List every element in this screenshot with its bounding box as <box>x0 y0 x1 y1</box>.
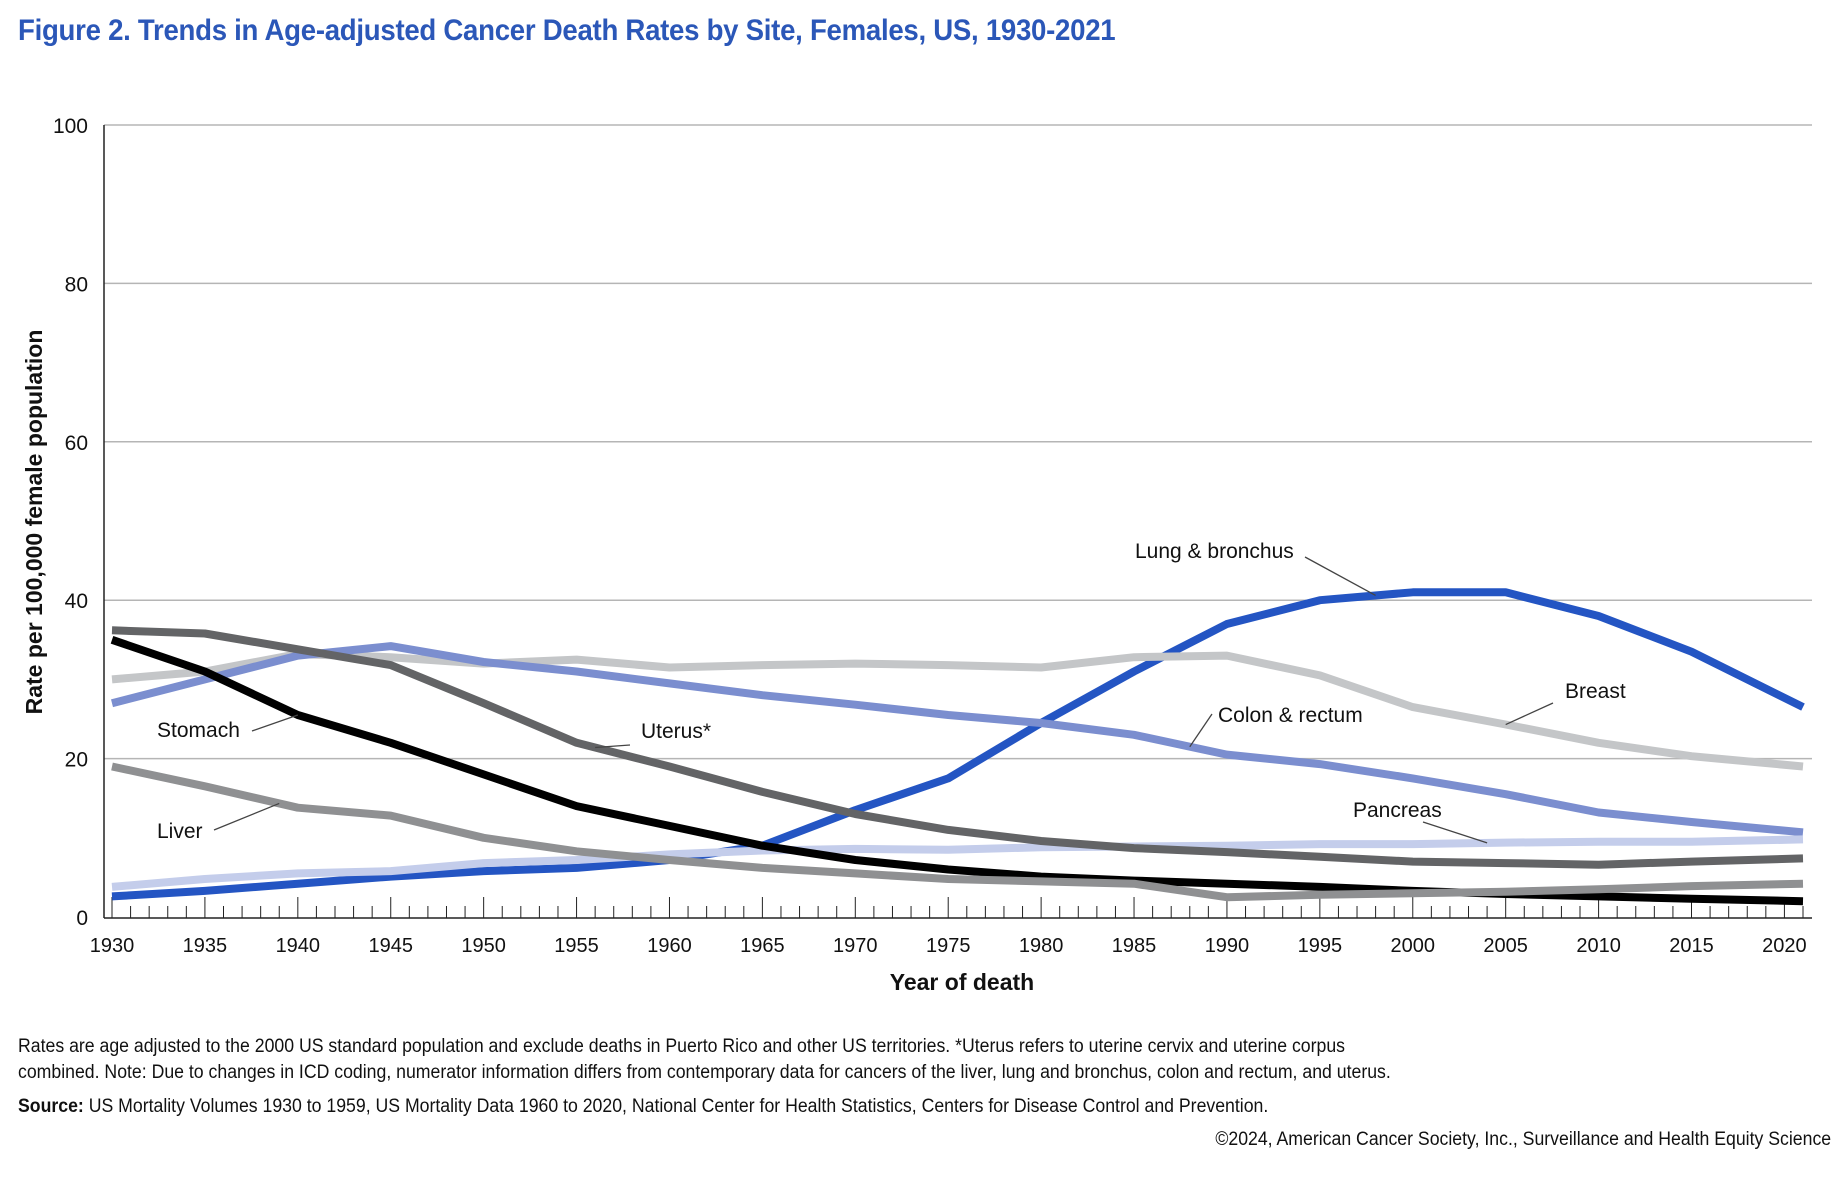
footnote-line-2: combined. Note: Due to changes in ICD co… <box>18 1062 1391 1083</box>
annotations: Lung & bronchus Breast Colon & rectum Pancr… <box>157 540 1626 844</box>
y-axis-label: Rate per 100,000 female population <box>21 330 47 715</box>
y-tick-label: 20 <box>65 749 88 772</box>
series-line-colon-rectum <box>111 642 1804 837</box>
annotation-label: Lung & bronchus <box>1135 540 1294 563</box>
x-tick-label: 1930 <box>90 935 135 957</box>
x-axis-label: Year of death <box>890 969 1034 995</box>
series-line-uterus <box>111 626 1804 869</box>
y-tick-labels: 0 20 40 60 80 100 <box>53 115 88 930</box>
y-tick-label: 40 <box>65 590 88 613</box>
y-tick-label: 60 <box>65 432 88 455</box>
gridlines <box>104 124 1812 760</box>
x-tick-label: 1965 <box>740 935 785 957</box>
annotation-label: Liver <box>157 820 203 843</box>
annotation-label: Uterus* <box>641 720 711 743</box>
y-tick-label: 100 <box>53 115 88 138</box>
x-tick-label: 2000 <box>1391 935 1436 957</box>
x-tick-label: 1940 <box>276 935 321 957</box>
x-tick-label: 1990 <box>1205 935 1250 957</box>
annotation-leader-line <box>1422 821 1488 844</box>
copyright: ©2024, American Cancer Society, Inc., Su… <box>1215 1129 1831 1150</box>
series-lines <box>110 588 1805 906</box>
y-tick-label: 0 <box>76 907 88 930</box>
annotation-label: Colon & rectum <box>1218 704 1363 727</box>
x-tick-label: 2005 <box>1483 935 1528 957</box>
annotation-leader-line <box>595 744 631 749</box>
x-tick-label: 2020 <box>1762 935 1807 957</box>
annotation-leader-line <box>251 714 299 732</box>
x-tick-label: 1960 <box>647 935 692 957</box>
annotation-leader-line <box>213 802 280 831</box>
source-label: Source: <box>18 1096 84 1117</box>
axes <box>103 125 1812 919</box>
source-text: US Mortality Volumes 1930 to 1959, US Mo… <box>83 1096 1269 1117</box>
series-line-liver <box>111 762 1804 902</box>
annotation-leader-line <box>1189 713 1213 748</box>
annotation-label: Stomach <box>157 719 240 742</box>
x-tick-label: 1970 <box>833 935 878 957</box>
footnote-line-1: Rates are age adjusted to the 2000 US st… <box>18 1036 1346 1057</box>
x-tick-label: 1935 <box>183 935 228 957</box>
annotation-label: Pancreas <box>1353 799 1442 822</box>
annotation-label: Breast <box>1565 680 1626 703</box>
chart-title: Figure 2. Trends in Age-adjusted Cancer … <box>18 14 1116 47</box>
x-tick-label: 1975 <box>926 935 971 957</box>
x-tick-label: 1980 <box>1019 935 1064 957</box>
annotation-leader-line <box>1304 556 1376 597</box>
x-tick-labels: 1930 1935 1940 1945 1950 1955 1960 1965 1970 1975… <box>90 935 1807 957</box>
x-tick-label: 1950 <box>461 935 506 957</box>
x-tick-label: 1985 <box>1112 935 1157 957</box>
x-tick-label: 2010 <box>1576 935 1621 957</box>
series-line-lung-bronchus <box>111 588 1805 901</box>
source-note: Source: US Mortality Volumes 1930 to 195… <box>18 1096 1268 1118</box>
annotation-leader-line <box>1505 702 1554 726</box>
x-tick-label: 2015 <box>1669 935 1714 957</box>
series-line-breast <box>111 650 1804 771</box>
x-tick-label: 1995 <box>1298 935 1343 957</box>
line-chart: 0 20 40 60 80 100 1930 1935 1940 1945 1950 1955 196… <box>21 115 1812 995</box>
series-line-pancreas <box>111 835 1804 891</box>
x-tick-label: 1945 <box>368 935 413 957</box>
x-tick-label: 1955 <box>554 935 599 957</box>
y-tick-label: 80 <box>65 273 88 296</box>
